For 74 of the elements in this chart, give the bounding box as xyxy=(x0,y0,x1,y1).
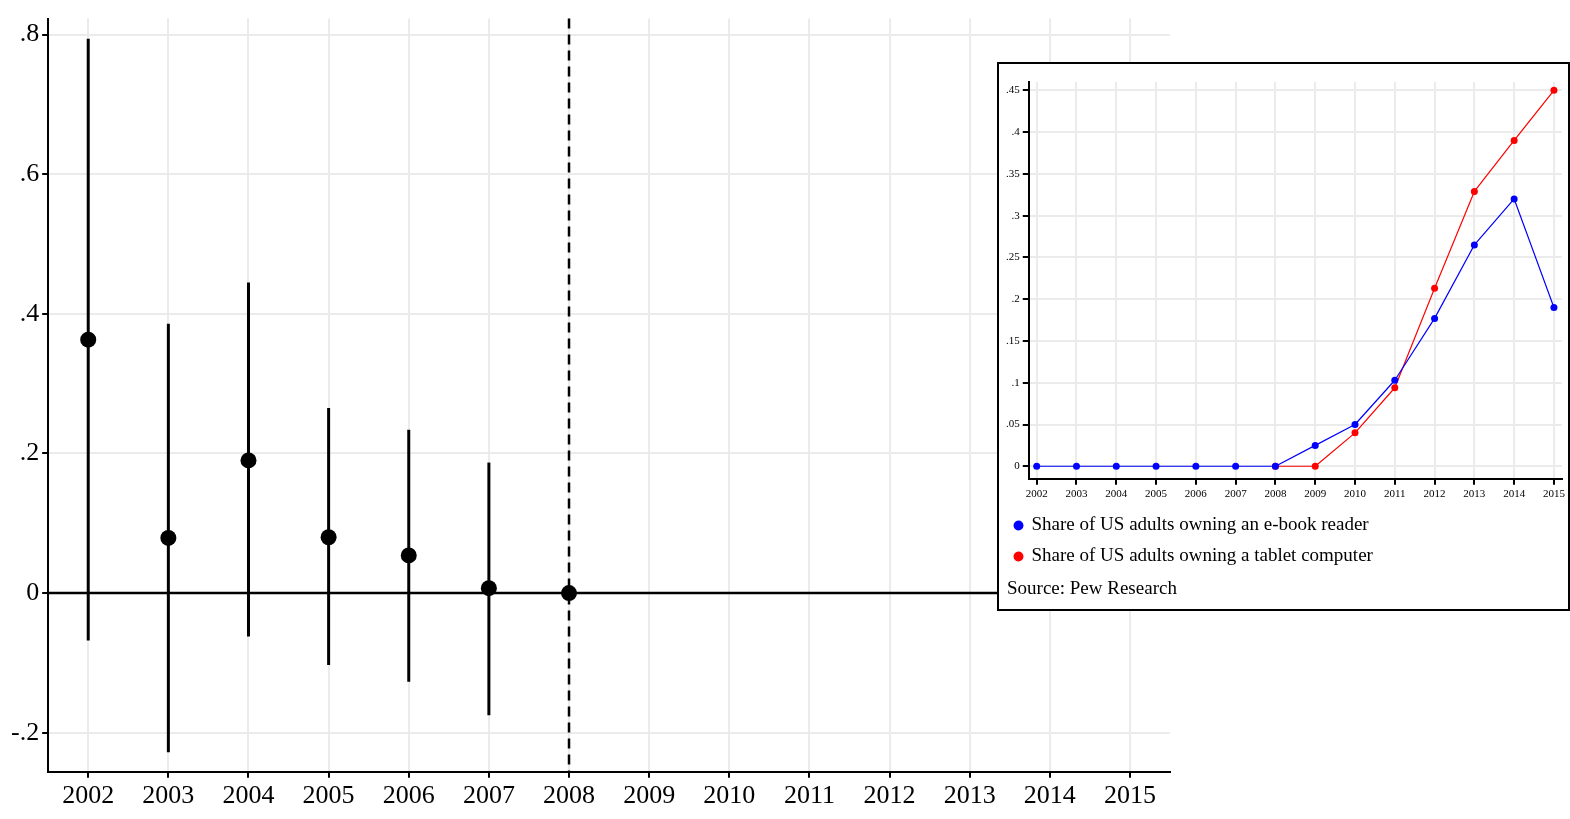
x-tick-label: 2004 xyxy=(222,780,275,810)
point xyxy=(1232,462,1240,470)
y-tick-label: .35 xyxy=(1006,166,1021,179)
point xyxy=(320,529,337,546)
x-tick-label: 2008 xyxy=(1264,487,1287,500)
x-tick-label: 2006 xyxy=(382,780,435,810)
point xyxy=(160,529,177,546)
x-tick-label: 2009 xyxy=(623,780,676,810)
y-tick-label: .1 xyxy=(1011,375,1020,388)
x-tick-label: 2005 xyxy=(1145,487,1168,500)
x-tick-label: 2012 xyxy=(1423,487,1446,500)
point xyxy=(1351,421,1359,428)
point xyxy=(80,331,97,348)
point xyxy=(1470,187,1478,195)
y-tick-label: .6 xyxy=(19,158,40,188)
x-tick-label: 2002 xyxy=(62,780,115,810)
x-tick-label: 2013 xyxy=(943,780,996,810)
point xyxy=(1112,462,1120,470)
x-tick-label: 2007 xyxy=(462,780,515,810)
y-tick-label: .05 xyxy=(1006,417,1021,430)
y-tick-label: 0 xyxy=(26,576,40,606)
x-tick-label: 2014 xyxy=(1503,487,1526,500)
x-tick-label: 2015 xyxy=(1542,487,1566,500)
point xyxy=(1550,86,1558,94)
point xyxy=(1311,441,1319,449)
x-tick-label: 2008 xyxy=(543,780,596,810)
point xyxy=(1510,195,1518,203)
y-tick-label: .2 xyxy=(1011,292,1020,305)
point xyxy=(1351,429,1359,437)
point xyxy=(1192,462,1200,470)
point xyxy=(1550,304,1558,312)
y-tick-label: .3 xyxy=(1011,208,1021,221)
y-tick-label: 0 xyxy=(1014,459,1021,472)
point xyxy=(1072,462,1080,470)
point xyxy=(561,585,578,602)
x-tick-label: 2003 xyxy=(1065,487,1088,500)
y-tick-label: .15 xyxy=(1006,333,1021,346)
point xyxy=(1510,136,1518,144)
y-tick-label: .4 xyxy=(1011,125,1021,138)
x-tick-label: 2015 xyxy=(1103,780,1156,810)
legend-label: Share of US adults owning an e-book reader xyxy=(1031,513,1370,535)
annotation: Source: Pew Research xyxy=(1007,577,1177,599)
point xyxy=(1431,284,1439,292)
x-tick-label: 2007 xyxy=(1224,487,1248,500)
y-tick-label: .8 xyxy=(19,18,40,48)
x-tick-label: 2014 xyxy=(1023,780,1076,810)
y-tick-label: .25 xyxy=(1006,250,1021,263)
x-tick-label: 2002 xyxy=(1025,487,1048,500)
x-tick-label: 2011 xyxy=(1383,487,1406,500)
point xyxy=(1033,462,1041,470)
legend-label: Share of US adults owning a tablet computer xyxy=(1031,544,1374,566)
point xyxy=(240,452,257,469)
x-tick-label: 2005 xyxy=(302,780,355,810)
x-tick-label: 2003 xyxy=(142,780,195,810)
x-tick-label: 2006 xyxy=(1184,487,1208,500)
y-tick-label: .4 xyxy=(19,297,40,327)
y-tick-label: .2 xyxy=(19,437,40,467)
y-tick-label: -.2 xyxy=(10,716,40,746)
point xyxy=(1391,376,1399,384)
point xyxy=(1391,384,1399,392)
point xyxy=(1470,241,1478,249)
point xyxy=(480,580,497,597)
x-tick-label: 2012 xyxy=(863,780,916,810)
x-tick-label: 2004 xyxy=(1105,487,1128,500)
point xyxy=(1311,462,1319,470)
point xyxy=(1152,462,1160,470)
x-tick-label: 2009 xyxy=(1304,487,1327,500)
x-tick-label: 2011 xyxy=(783,780,835,810)
x-tick-label: 2010 xyxy=(703,780,756,810)
y-tick-label: .45 xyxy=(1006,83,1021,96)
point xyxy=(1431,314,1439,322)
point xyxy=(400,547,417,564)
x-tick-label: 2010 xyxy=(1344,487,1367,500)
x-tick-label: 2013 xyxy=(1463,487,1486,500)
